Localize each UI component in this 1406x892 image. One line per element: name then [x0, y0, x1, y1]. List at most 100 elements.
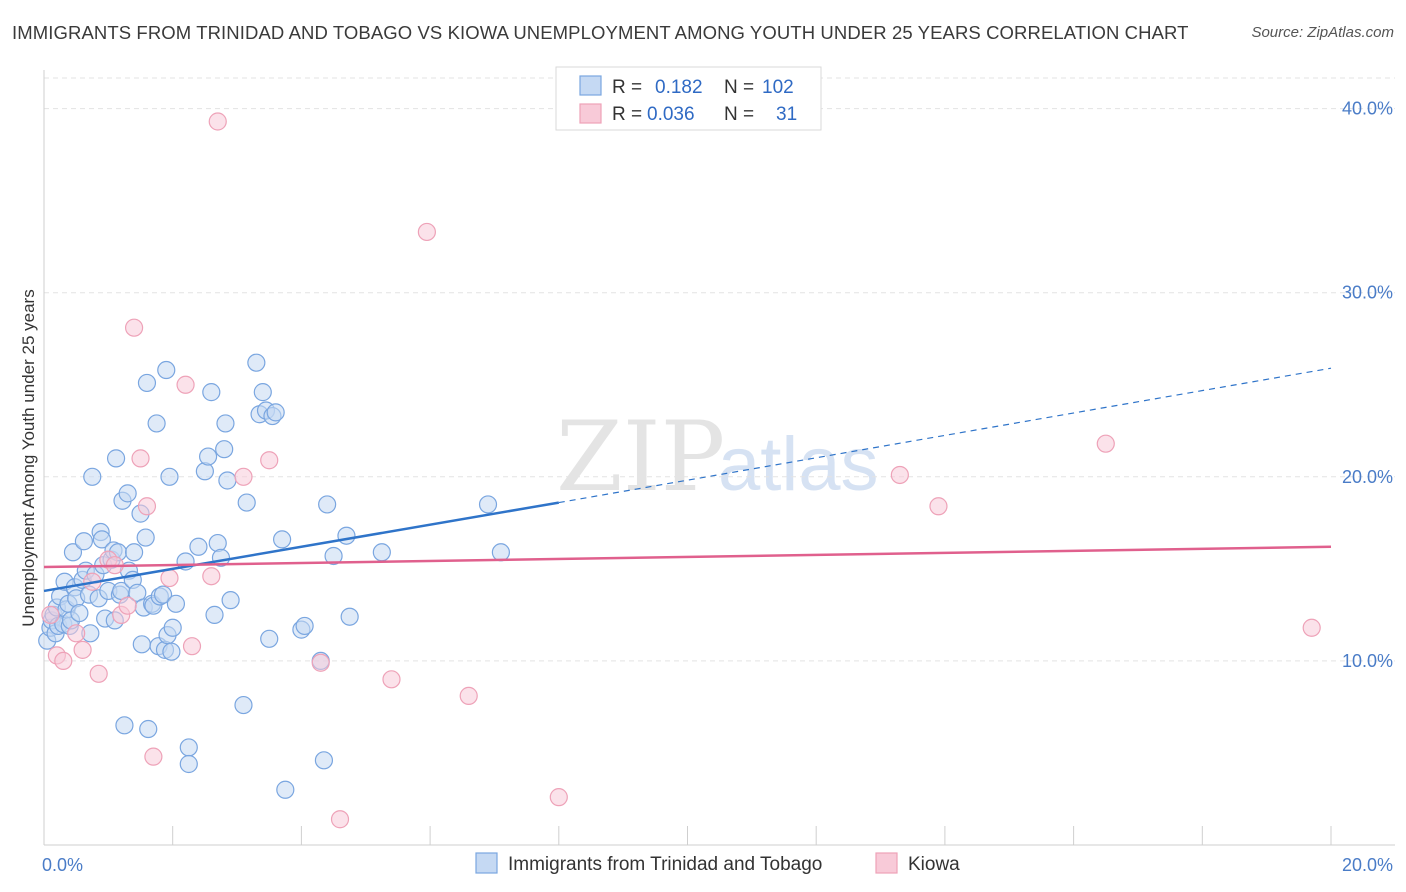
series-label-trinidad: Immigrants from Trinidad and Tobago [508, 854, 822, 875]
point-trinidad [218, 471, 237, 490]
point-trinidad [70, 603, 89, 623]
point-trinidad [74, 532, 93, 551]
point-kiowa [260, 451, 279, 470]
point-trinidad [162, 642, 181, 661]
point-trinidad [202, 383, 221, 402]
axes [43, 70, 1395, 846]
point-trinidad [205, 605, 224, 624]
point-kiowa [234, 467, 253, 486]
point-trinidad [63, 543, 83, 562]
point-kiowa [182, 637, 202, 656]
point-trinidad [106, 449, 126, 468]
point-trinidad [337, 526, 356, 545]
point-trinidad [314, 751, 334, 770]
point-trinidad [160, 467, 179, 486]
point-trinidad [147, 414, 166, 433]
point-trinidad [234, 695, 253, 715]
point-kiowa [1302, 618, 1321, 637]
y-tick-label: 10.0% [1342, 651, 1393, 671]
point-trinidad [247, 353, 266, 372]
point-trinidad [215, 440, 234, 459]
point-trinidad [198, 447, 218, 466]
legend-swatch-pink [579, 103, 602, 124]
legend-r-value-blue: 0.182 [655, 77, 703, 98]
point-trinidad [478, 495, 498, 514]
point-trinidad [324, 546, 343, 566]
point-trinidad [491, 543, 510, 562]
series-swatch-trinidad [475, 852, 498, 874]
point-trinidad [163, 618, 182, 637]
legend-r-value-pink: 0.036 [647, 104, 695, 125]
point-kiowa [417, 222, 436, 242]
x-tick-label: 0.0% [42, 855, 83, 875]
trend-line-trinidad-extension [558, 367, 1332, 504]
trend-layer [43, 367, 1332, 593]
point-trinidad [221, 591, 240, 610]
point-trinidad [208, 533, 227, 553]
watermark-zip: ZIP [556, 401, 725, 513]
point-trinidad [372, 543, 391, 562]
chart-source: Source: ZipAtlas.com [1251, 24, 1394, 41]
point-kiowa [311, 653, 330, 672]
series-label-kiowa: Kiowa [908, 854, 960, 875]
point-trinidad [195, 462, 214, 481]
point-kiowa [124, 318, 144, 337]
point-kiowa [144, 747, 163, 766]
point-trinidad [340, 607, 359, 626]
gridlines [44, 77, 1395, 662]
point-trinidad [136, 528, 155, 547]
point-trinidad [118, 484, 137, 503]
point-kiowa [929, 497, 948, 516]
point-kiowa [137, 497, 157, 516]
point-trinidad [153, 585, 173, 604]
point-trinidad [92, 530, 112, 549]
point-trinidad [179, 754, 198, 774]
point-kiowa [890, 465, 909, 485]
legend-n-label-pink: N = [724, 104, 754, 125]
legend-n-label-blue: N = [724, 77, 754, 98]
point-kiowa [202, 567, 221, 586]
point-trinidad [124, 543, 144, 562]
x-tick-labels: 0.0% 20.0% [42, 855, 1393, 875]
y-tick-label: 30.0% [1342, 283, 1393, 303]
point-kiowa [160, 568, 179, 588]
point-trinidad [132, 635, 151, 654]
series-swatch-kiowa [875, 852, 898, 874]
trend-line-kiowa [43, 545, 1332, 569]
watermark: ZIP atlas [556, 401, 879, 513]
point-kiowa [382, 670, 401, 689]
x-ticks [43, 826, 1332, 845]
legend-r-label-blue: R = [612, 77, 642, 98]
legend-n-value-pink: 31 [776, 104, 797, 125]
trend-line-trinidad [43, 501, 560, 593]
point-trinidad [166, 594, 186, 613]
point-trinidad [272, 530, 292, 549]
point-trinidad [83, 467, 102, 486]
legend-swatch-blue [579, 75, 602, 96]
y-tick-labels: 10.0% 20.0% 30.0% 40.0% [1342, 99, 1393, 671]
point-kiowa [208, 112, 227, 131]
legend-r-label-pink: R = [612, 104, 642, 125]
point-kiowa [176, 375, 195, 394]
point-kiowa [41, 605, 60, 624]
point-trinidad [253, 383, 272, 402]
point-trinidad [295, 616, 314, 636]
y-tick-label: 20.0% [1342, 467, 1393, 487]
point-kiowa [549, 788, 568, 807]
y-tick-label: 40.0% [1342, 99, 1393, 119]
point-trinidad [139, 719, 158, 739]
point-kiowa [118, 596, 137, 615]
x-tick-label: 20.0% [1342, 855, 1393, 875]
point-kiowa [1096, 434, 1115, 453]
point-trinidad [237, 493, 256, 512]
point-trinidad [216, 414, 235, 433]
watermark-atlas: atlas [718, 422, 879, 507]
point-kiowa [459, 686, 478, 705]
point-kiowa [73, 640, 92, 659]
point-kiowa [67, 624, 86, 643]
point-trinidad [137, 373, 157, 393]
chart-title: IMMIGRANTS FROM TRINIDAD AND TOBAGO VS K… [12, 22, 1189, 43]
legend-n-value-blue: 102 [762, 77, 794, 98]
y-axis-label: Unemployment Among Youth under 25 years [19, 289, 38, 626]
